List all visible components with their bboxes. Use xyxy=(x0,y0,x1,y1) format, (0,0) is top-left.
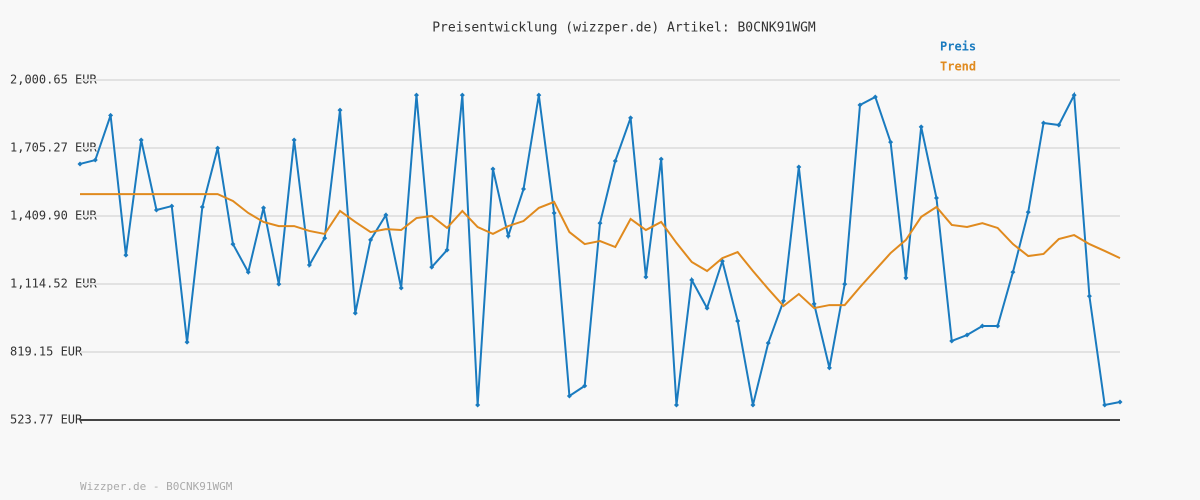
point xyxy=(261,205,267,211)
point xyxy=(459,92,465,98)
point xyxy=(673,402,679,408)
y-tick-label: 1,114.52 EUR xyxy=(10,277,97,291)
point xyxy=(413,92,419,98)
point xyxy=(1117,399,1123,405)
point xyxy=(108,112,114,118)
point xyxy=(92,157,98,163)
point xyxy=(781,298,787,304)
point xyxy=(490,166,496,172)
point xyxy=(352,310,358,316)
point xyxy=(398,285,404,291)
point xyxy=(933,195,939,201)
point xyxy=(551,210,557,216)
point xyxy=(1056,122,1062,128)
line-preis xyxy=(79,91,1121,407)
point xyxy=(964,332,970,338)
point xyxy=(1010,269,1016,275)
point xyxy=(872,94,878,100)
point xyxy=(199,204,205,210)
footer: Wizzper.de - B0CNK91WGM xyxy=(80,480,233,493)
y-tick-label: 1,705.27 EUR xyxy=(10,141,97,155)
legend-entry: Trend xyxy=(940,60,976,74)
point xyxy=(429,264,435,270)
point xyxy=(643,274,649,280)
point xyxy=(521,186,527,192)
point xyxy=(857,102,863,108)
point xyxy=(888,139,894,145)
point xyxy=(566,393,572,399)
point xyxy=(597,220,603,226)
line-trend xyxy=(80,193,1121,310)
point xyxy=(612,158,618,164)
point xyxy=(979,323,985,329)
point xyxy=(215,145,221,151)
point xyxy=(826,365,832,371)
point xyxy=(368,237,374,243)
point xyxy=(138,137,144,143)
point xyxy=(505,233,511,239)
point xyxy=(1086,293,1092,299)
point xyxy=(169,203,175,209)
point xyxy=(291,137,297,143)
chart-title: Preisentwicklung (wizzper.de) Artikel: B… xyxy=(432,21,816,36)
point xyxy=(1025,209,1031,215)
point xyxy=(842,281,848,287)
point xyxy=(383,212,389,218)
y-tick-label: 1,409.90 EUR xyxy=(10,208,97,222)
point xyxy=(918,124,924,130)
point xyxy=(153,207,159,213)
y-tick-label: 523.77 EUR xyxy=(10,413,83,427)
point xyxy=(306,262,312,268)
point xyxy=(903,275,909,281)
point xyxy=(77,161,83,167)
point xyxy=(123,252,129,258)
y-tick-label: 819.15 EUR xyxy=(10,344,83,358)
point xyxy=(1041,120,1047,126)
y-tick-label: 2,000.65 EUR xyxy=(10,73,97,87)
point xyxy=(750,402,756,408)
point xyxy=(735,318,741,324)
point xyxy=(245,269,251,275)
legend-entry: Preis xyxy=(940,40,976,54)
point xyxy=(995,323,1001,329)
point xyxy=(1102,402,1108,408)
point xyxy=(689,277,695,283)
point xyxy=(444,247,450,253)
point xyxy=(184,339,190,345)
point xyxy=(337,107,343,113)
point xyxy=(276,281,282,287)
point xyxy=(811,301,817,307)
point xyxy=(230,241,236,247)
point xyxy=(628,115,634,121)
point xyxy=(582,383,588,389)
point xyxy=(475,402,481,408)
point xyxy=(536,92,542,98)
point xyxy=(704,305,710,311)
point xyxy=(796,164,802,170)
point xyxy=(765,340,771,346)
point xyxy=(1071,92,1077,98)
point xyxy=(658,156,664,162)
point xyxy=(949,338,955,344)
point xyxy=(322,235,328,241)
